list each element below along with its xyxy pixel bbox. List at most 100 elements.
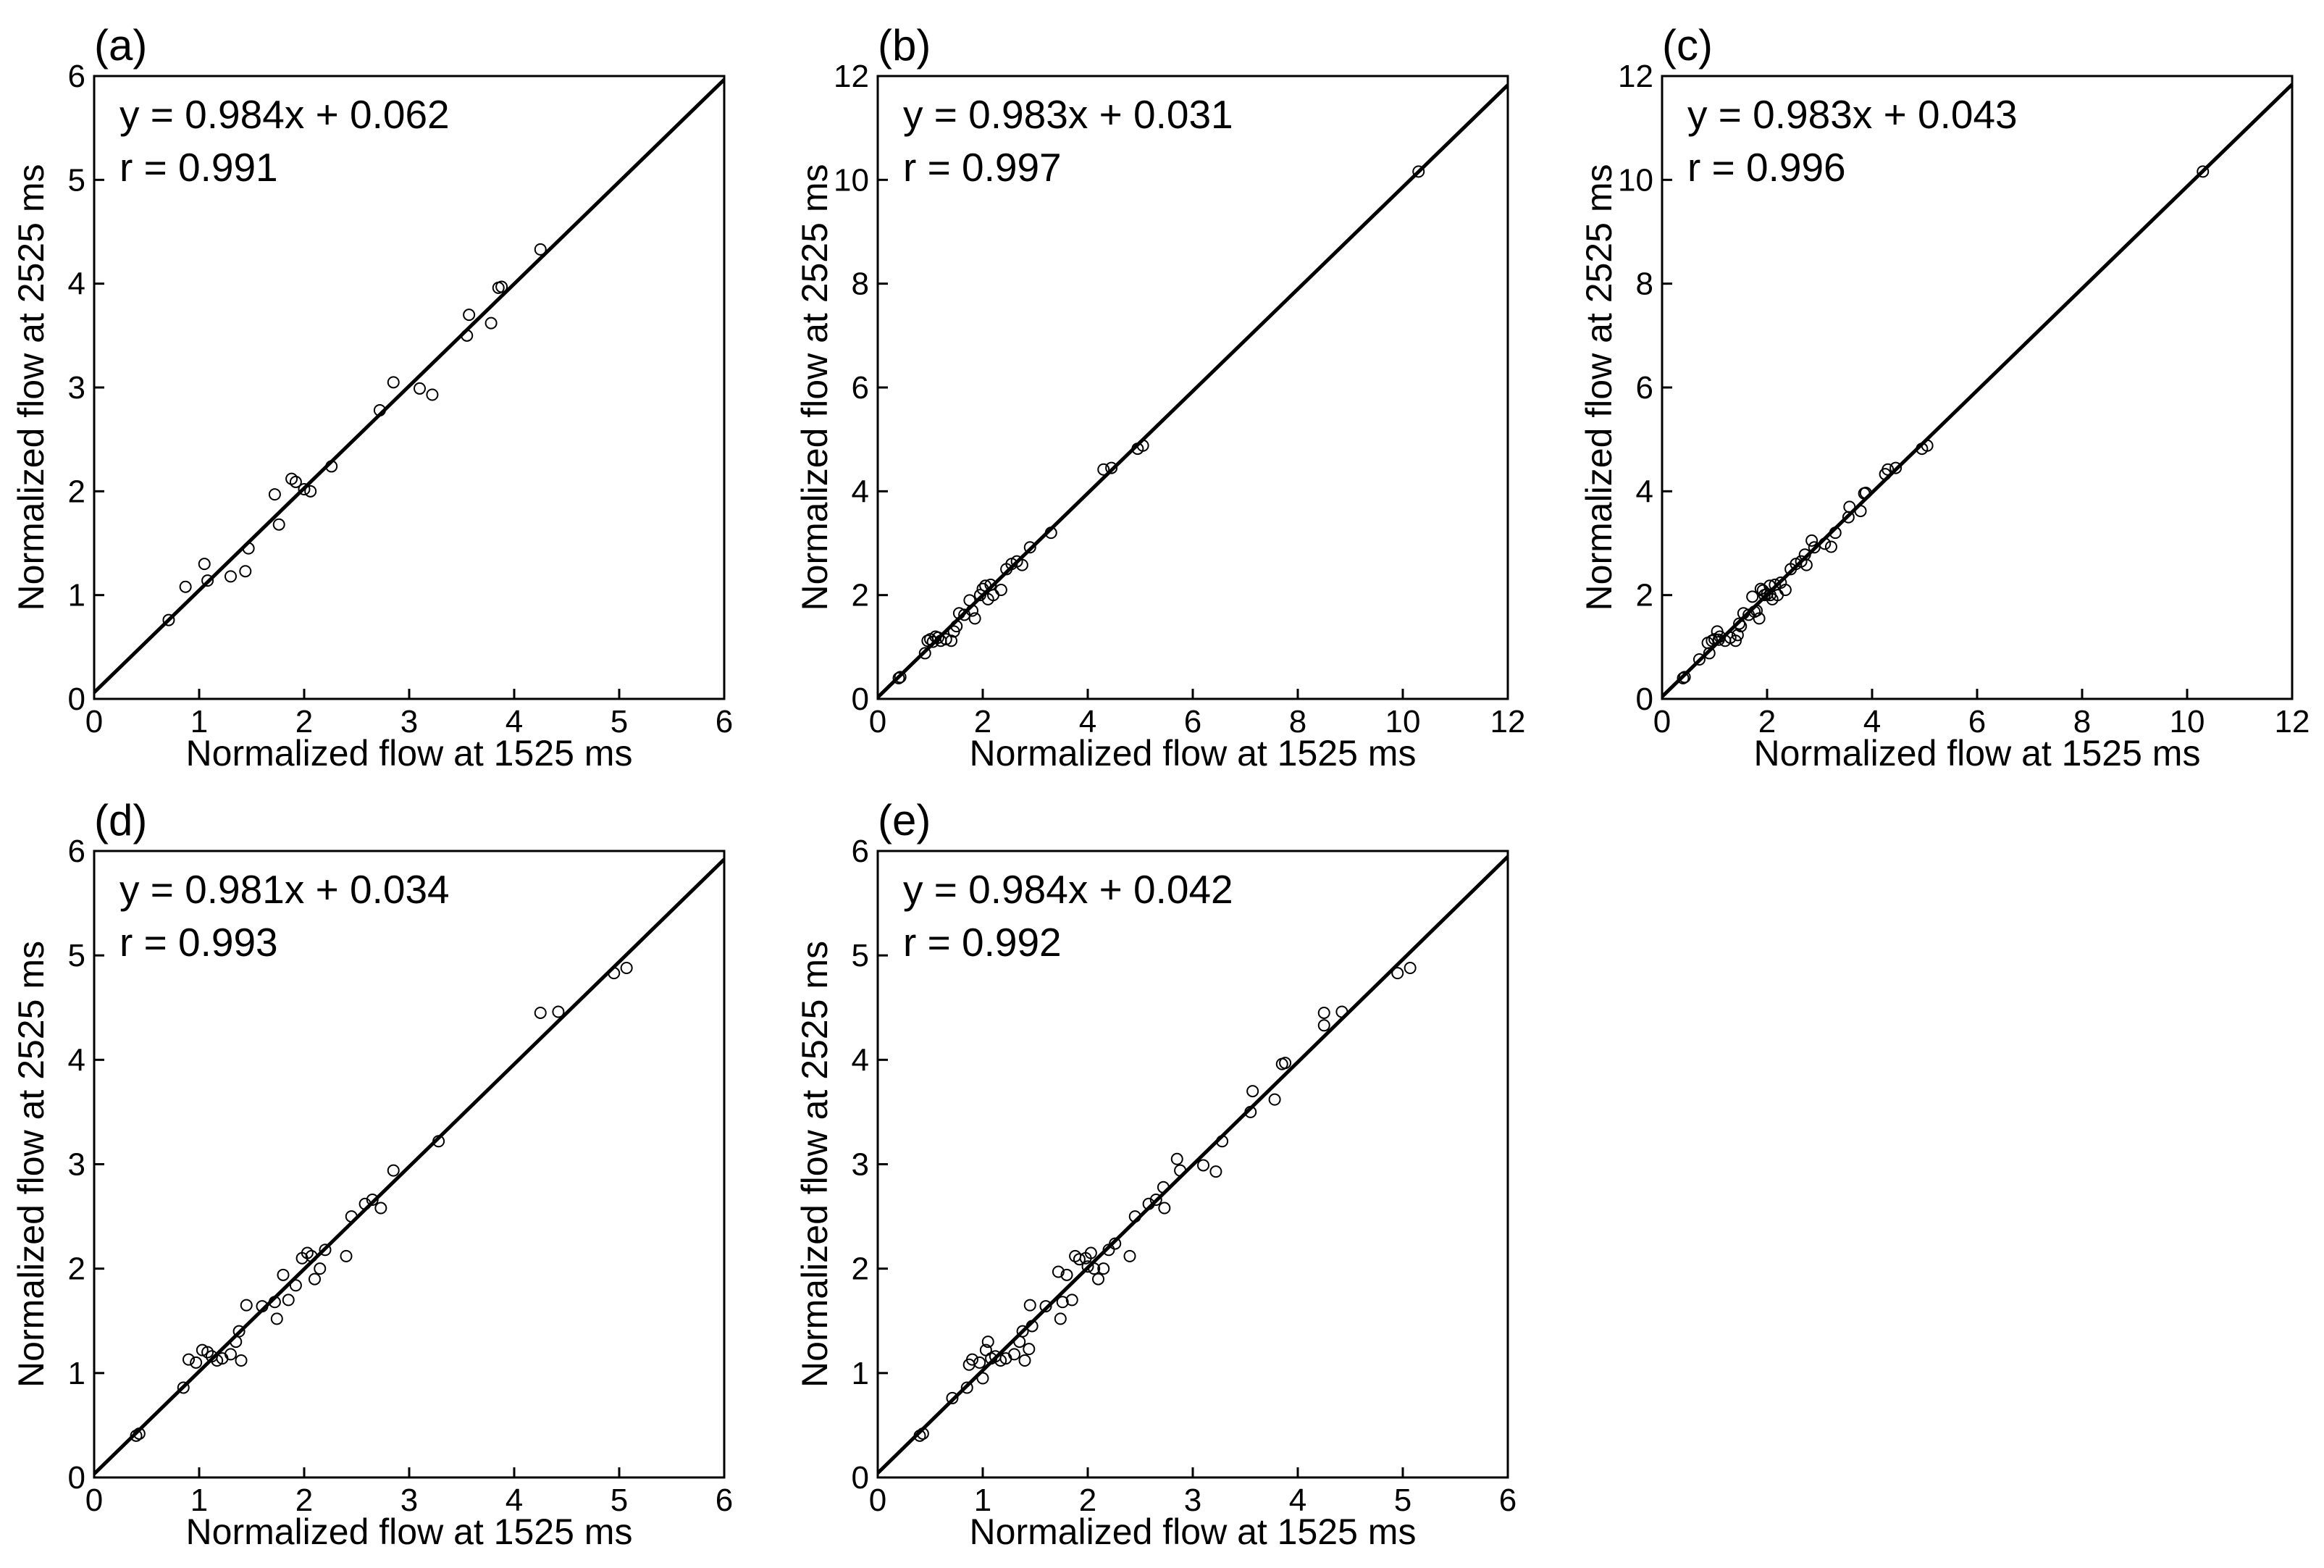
y-tick-label: 6	[852, 834, 869, 869]
y-tick-label: 3	[68, 1147, 85, 1183]
panel: 0 2 4 6 8 10 12 0 2 4 6 8 10 12 Normalized flow at 152…	[1579, 21, 2310, 773]
data-point	[1729, 634, 1742, 647]
y-tick-label: 4	[68, 1042, 85, 1078]
data-point	[1753, 612, 1766, 625]
x-tick-label: 6	[1499, 1483, 1517, 1518]
data-point	[133, 1427, 146, 1440]
x-tick-label: 2	[1758, 704, 1776, 739]
data-point	[966, 604, 978, 617]
data-point	[1084, 1246, 1097, 1259]
data-point	[981, 1336, 994, 1349]
panel: 0 1 2 3 4 5 6 0 1 2 3 4 5 6 Normalized flow at 1525 ms…	[11, 796, 733, 1552]
x-tick-label: 3	[1184, 1483, 1201, 1518]
x-tick-label: 10	[2170, 704, 2205, 739]
x-tick-label: 1	[974, 1483, 991, 1518]
data-point	[1800, 558, 1813, 571]
x-tick-label: 6	[716, 704, 733, 739]
data-point	[277, 1268, 290, 1281]
data-point	[913, 1429, 926, 1442]
data-point	[918, 647, 931, 660]
data-point	[1157, 1181, 1170, 1194]
data-point	[1391, 967, 1404, 980]
data-point	[1808, 541, 1821, 554]
data-point	[190, 1356, 203, 1369]
fit-line	[94, 78, 724, 694]
data-point	[1733, 617, 1746, 630]
data-point	[1246, 1085, 1259, 1098]
data-point	[325, 460, 338, 473]
data-point	[1843, 500, 1856, 513]
y-tick-label: 10	[1618, 162, 1653, 198]
data-point	[1088, 1262, 1101, 1275]
data-point	[1013, 1336, 1026, 1349]
x-tick-label: 5	[1394, 1483, 1411, 1518]
y-tick-label: 8	[1636, 267, 1653, 302]
x-axis-label: Normalized flow at 1525 ms	[970, 733, 1417, 773]
data-point	[1335, 1005, 1348, 1018]
x-tick-label: 4	[1863, 704, 1881, 739]
x-tick-label: 2	[295, 704, 313, 739]
data-point	[892, 671, 905, 684]
x-axis-label: Normalized flow at 1525 ms	[1754, 733, 2201, 773]
data-point	[534, 1006, 547, 1019]
data-point	[1170, 1152, 1183, 1165]
x-tick-label: 1	[190, 1483, 208, 1518]
data-point	[931, 631, 944, 644]
x-tick-label: 0	[869, 1483, 886, 1518]
y-tick-label: 0	[68, 682, 85, 717]
data-point	[1123, 1249, 1136, 1262]
y-tick-label: 4	[852, 474, 869, 509]
x-tick-label: 0	[869, 704, 886, 739]
data-point	[973, 1356, 986, 1369]
data-point	[484, 316, 498, 330]
data-point	[1404, 961, 1417, 974]
data-point	[1279, 1057, 1292, 1070]
y-tick-label: 12	[1618, 59, 1653, 94]
fit-equation: y = 0.981x + 0.034	[119, 867, 450, 912]
x-tick-label: 5	[611, 1483, 628, 1518]
x-tick-label: 4	[506, 1483, 523, 1518]
data-point	[1039, 1300, 1052, 1313]
fit-equation: y = 0.984x + 0.042	[903, 867, 1233, 912]
data-point	[1678, 671, 1691, 684]
data-point	[1854, 505, 1867, 518]
panel-label: (e)	[878, 796, 931, 844]
data-point	[966, 1353, 978, 1366]
data-point	[1008, 1348, 1020, 1361]
data-point	[1081, 1260, 1094, 1273]
data-point	[130, 1429, 143, 1442]
data-point	[358, 1197, 372, 1210]
data-point	[1746, 590, 1759, 603]
panel-label: (b)	[878, 21, 931, 70]
data-point	[1023, 541, 1036, 554]
data-point	[232, 1325, 246, 1338]
data-point	[1921, 439, 1934, 452]
data-point	[1750, 604, 1763, 617]
data-point	[1056, 1296, 1069, 1309]
panel-label: (c)	[1662, 21, 1713, 70]
data-point	[1703, 647, 1716, 660]
x-tick-label: 0	[1653, 704, 1671, 739]
data-point	[256, 1300, 269, 1313]
fit-line	[878, 855, 1508, 1475]
y-axis-label: Normalized flow at 2525 ms	[1579, 164, 1619, 611]
data-point	[994, 584, 1007, 596]
data-point	[1015, 558, 1028, 571]
data-point	[374, 1202, 387, 1215]
x-tick-label: 0	[85, 704, 103, 739]
data-point	[242, 542, 255, 555]
data-point	[1052, 1265, 1065, 1278]
data-point	[1197, 1159, 1209, 1172]
data-point	[1216, 1135, 1229, 1148]
x-tick-label: 2	[1079, 1483, 1096, 1518]
data-point	[198, 558, 211, 571]
y-tick-label: 4	[68, 267, 85, 302]
data-point	[366, 1194, 379, 1207]
x-axis-label: Normalized flow at 1525 ms	[186, 733, 633, 773]
data-point	[1060, 1268, 1073, 1281]
data-point	[1412, 165, 1425, 178]
data-point	[289, 475, 302, 488]
data-point	[373, 404, 386, 417]
data-point	[1142, 1197, 1155, 1210]
data-point	[225, 1348, 237, 1361]
